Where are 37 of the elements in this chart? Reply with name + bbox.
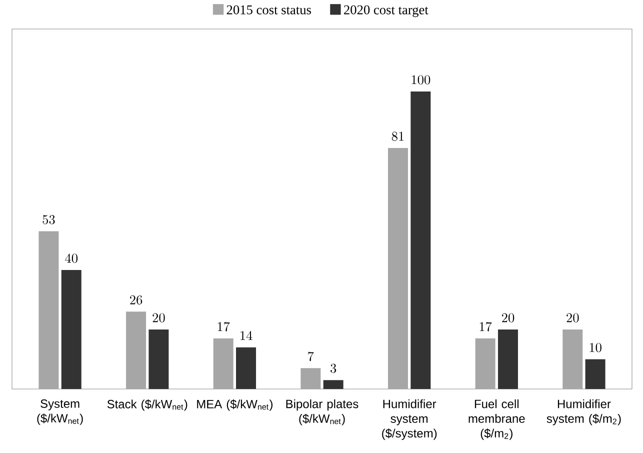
data-label: 20 [502, 313, 514, 322]
x-tick-label: Humidifier system ($/system) [382, 399, 437, 440]
data-label: 26 [130, 295, 142, 305]
x-tick-label: Humidifier system ($/m$_{2}$) [546, 399, 621, 426]
bar [300, 368, 321, 389]
bar [126, 312, 146, 389]
x-tick-label: MEA ($/kW$_{net}$) [197, 399, 272, 411]
bar [388, 148, 408, 389]
x-tick-label: Bipolar plates ($/kW$_{net}$) [286, 399, 358, 426]
bar [585, 359, 606, 389]
bar [148, 329, 169, 389]
bar [498, 329, 518, 389]
data-label: 7 [308, 352, 314, 362]
bar [475, 338, 496, 389]
data-label: 53 [42, 215, 55, 224]
data-label: 100 [412, 75, 430, 84]
data-label: 40 [65, 254, 78, 263]
bar [38, 231, 59, 389]
data-label: 20 [566, 313, 579, 322]
x-tick-label: System ($/kW$_{net}$) [37, 399, 83, 425]
data-label: 81 [392, 132, 404, 141]
bar [410, 91, 431, 389]
data-label: 20 [152, 313, 165, 322]
bar [213, 338, 234, 389]
data-label: 3 [330, 364, 336, 373]
data-label: 14 [240, 330, 252, 340]
bar [562, 329, 583, 389]
data-label: 10 [590, 342, 602, 352]
bar [236, 347, 256, 389]
legend-label: 2020 cost target [344, 5, 428, 18]
data-label: 17 [218, 322, 230, 332]
data-label: 17 [480, 322, 492, 332]
x-tick-label: Stack ($/kW$_{net}$) [107, 399, 188, 411]
bar [61, 270, 82, 389]
x-tick-label: Fuel cell membrane ($/m$_{2}$) [468, 399, 525, 440]
legend-label: 2015 cost status [226, 5, 311, 14]
bar [323, 380, 344, 389]
